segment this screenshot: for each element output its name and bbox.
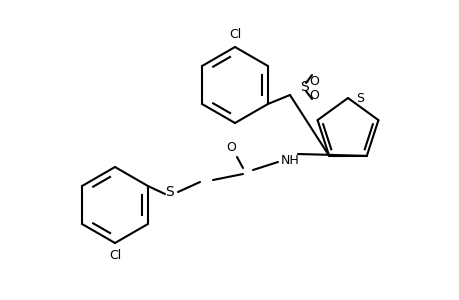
Text: O: O <box>308 88 318 101</box>
Text: Cl: Cl <box>109 249 121 262</box>
Text: NH: NH <box>280 154 299 166</box>
Text: O: O <box>225 141 235 154</box>
Text: Cl: Cl <box>229 28 241 41</box>
Text: S: S <box>355 92 363 104</box>
Text: S: S <box>299 80 308 94</box>
Text: S: S <box>165 185 174 199</box>
Text: O: O <box>308 74 318 88</box>
